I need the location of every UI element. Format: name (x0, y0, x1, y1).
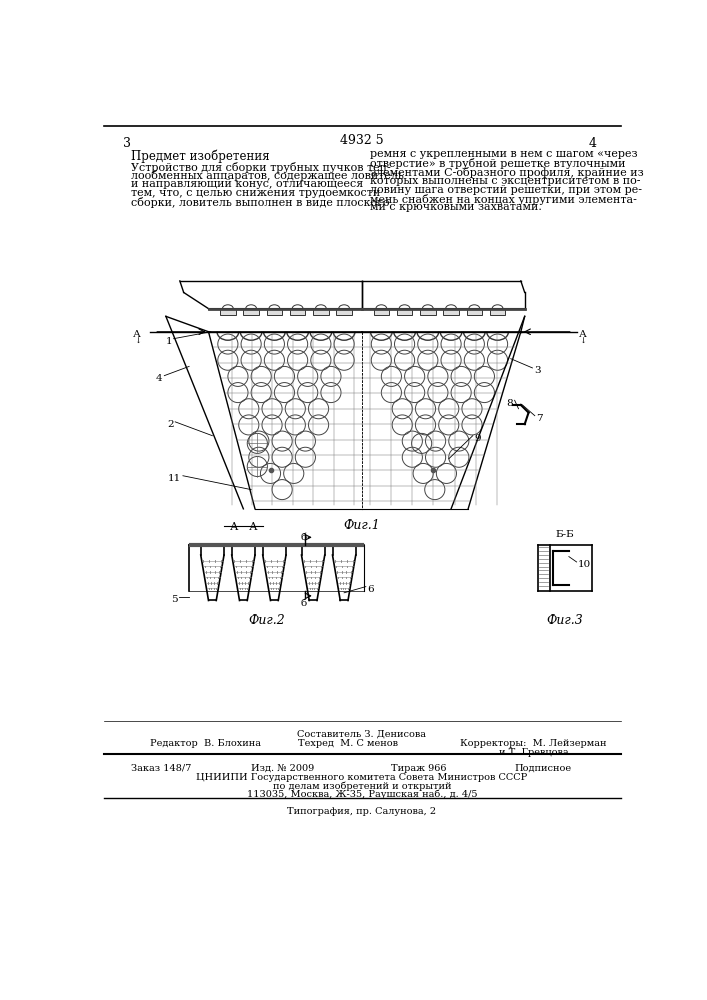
Bar (313, 309, 329, 315)
Bar (420, 309, 436, 315)
Text: 2: 2 (167, 420, 174, 429)
Text: Устройство для сборки трубных пучков теп-: Устройство для сборки трубных пучков теп… (131, 162, 391, 173)
Text: 6: 6 (368, 585, 374, 594)
Text: ↓: ↓ (134, 336, 141, 344)
Text: Б-Б: Б-Б (556, 530, 574, 539)
Text: 10: 10 (578, 560, 592, 569)
Text: 9: 9 (474, 434, 481, 443)
Text: ↓: ↓ (579, 336, 586, 344)
Bar (220, 309, 235, 315)
Text: ЦНИИПИ Государственного комитета Совета Министров СССР: ЦНИИПИ Государственного комитета Совета … (197, 773, 527, 782)
Bar (467, 309, 482, 315)
Text: 4: 4 (588, 137, 596, 150)
Text: 4932 5: 4932 5 (340, 134, 384, 147)
Text: Редактор  В. Блохина: Редактор В. Блохина (151, 739, 262, 748)
Text: Изд. № 2009: Изд. № 2009 (251, 764, 315, 773)
Text: А: А (133, 330, 141, 339)
Text: по делам изобретений и открытий: по делам изобретений и открытий (273, 781, 451, 791)
Text: Составитель З. Денисова: Составитель З. Денисова (298, 730, 426, 739)
Text: Фиг.2: Фиг.2 (248, 614, 285, 627)
Text: 4: 4 (156, 374, 163, 383)
Text: 11: 11 (168, 474, 182, 483)
Text: А: А (579, 330, 587, 339)
Text: элементами С-образного профиля, крайние из: элементами С-образного профиля, крайние … (370, 167, 643, 178)
Text: Фиг.3: Фиг.3 (547, 614, 583, 627)
Text: 8: 8 (506, 399, 513, 408)
Text: Предмет изобретения: Предмет изобретения (131, 149, 269, 163)
Text: 1: 1 (165, 337, 172, 346)
Bar (243, 309, 259, 315)
Text: лообменных аппаратов, содержащее ловитель: лообменных аппаратов, содержащее ловител… (131, 170, 404, 181)
Text: ловину шага отверстий решетки, при этом ре-: ловину шага отверстий решетки, при этом … (370, 185, 642, 195)
Text: 7: 7 (537, 414, 543, 423)
Bar (337, 309, 352, 315)
Text: и Т. Гревцова: и Т. Гревцова (499, 748, 568, 757)
Text: Техред  М. С менов: Техред М. С менов (298, 739, 397, 748)
Text: Фиг.1: Фиг.1 (344, 519, 380, 532)
Text: Подписное: Подписное (515, 764, 572, 773)
Bar (443, 309, 459, 315)
Bar (397, 309, 412, 315)
Text: б: б (300, 599, 307, 608)
Text: А - А: А - А (230, 522, 257, 532)
Text: ми с крючковыми захватами.: ми с крючковыми захватами. (370, 202, 542, 212)
Text: б: б (300, 533, 307, 542)
Text: и направляющий конус, отличающееся: и направляющий конус, отличающееся (131, 179, 363, 189)
Text: Тираж 966: Тираж 966 (391, 764, 446, 773)
Text: Корректоры:  М. Лейзерман: Корректоры: М. Лейзерман (460, 739, 607, 748)
Text: 3: 3 (123, 137, 131, 150)
Text: сборки, ловитель выполнен в виде плоского: сборки, ловитель выполнен в виде плоског… (131, 197, 390, 208)
Bar (290, 309, 305, 315)
Bar (490, 309, 506, 315)
Text: 113035, Москва, Ж-35, Раушская наб., д. 4/5: 113035, Москва, Ж-35, Раушская наб., д. … (247, 790, 477, 799)
Text: тем, что, с целью снижения трудоемкости: тем, что, с целью снижения трудоемкости (131, 188, 380, 198)
Text: Заказ 148/7: Заказ 148/7 (131, 764, 192, 773)
Text: мень снабжен на концах упругими элемента-: мень снабжен на концах упругими элемента… (370, 194, 636, 205)
Text: которых выполнены с эксцентриситетом в по-: которых выполнены с эксцентриситетом в п… (370, 176, 641, 186)
Bar (267, 309, 282, 315)
Text: 3: 3 (534, 366, 541, 375)
Text: 5: 5 (171, 595, 177, 604)
Text: отверстие» в трубной решетке втулочными: отверстие» в трубной решетке втулочными (370, 158, 625, 169)
Text: ремня с укрепленными в нем с шагом «через: ремня с укрепленными в нем с шагом «чере… (370, 149, 637, 159)
Text: Типография, пр. Салунова, 2: Типография, пр. Салунова, 2 (287, 807, 436, 816)
Bar (373, 309, 389, 315)
